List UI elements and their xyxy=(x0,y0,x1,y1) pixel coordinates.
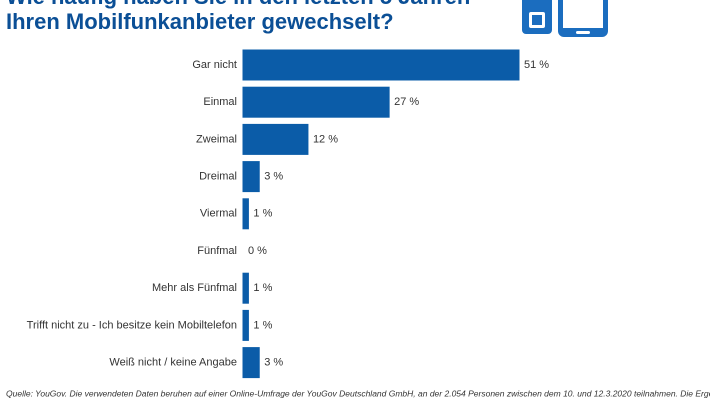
sim-icon xyxy=(522,0,552,34)
category-label: Gar nicht xyxy=(192,59,237,71)
source-note: Quelle: YouGov. Die verwendeten Daten be… xyxy=(6,388,710,398)
value-label: 3 % xyxy=(264,357,283,369)
category-label: Zweimal xyxy=(196,133,237,145)
category-label: Viermal xyxy=(200,208,237,220)
value-label: 1 % xyxy=(253,319,272,331)
bar xyxy=(242,198,249,230)
value-label: 1 % xyxy=(253,208,272,220)
category-label: Einmal xyxy=(203,96,237,108)
value-label: 51 % xyxy=(524,59,549,71)
bar xyxy=(242,123,309,155)
value-label: 1 % xyxy=(253,282,272,294)
value-label: 0 % xyxy=(248,245,267,257)
bar xyxy=(242,49,520,81)
bar xyxy=(242,272,249,304)
category-label: Mehr als Fünfmal xyxy=(152,282,237,294)
category-label: Dreimal xyxy=(199,171,237,183)
chart-title-line: Ihren Mobilfunkanbieter gewechselt? xyxy=(6,9,394,34)
category-label: Weiß nicht / keine Angabe xyxy=(109,357,237,369)
bar xyxy=(242,309,249,341)
category-label: Fünfmal xyxy=(197,245,237,257)
value-label: 27 % xyxy=(394,96,419,108)
bar xyxy=(242,347,260,379)
chart-title-line: Wie häufig haben Sie in den letzten 5 Ja… xyxy=(6,0,470,9)
bar xyxy=(242,161,260,193)
category-label: Trifft nicht zu - Ich besitze kein Mobil… xyxy=(27,319,237,331)
value-label: 12 % xyxy=(313,133,338,145)
phone-icon xyxy=(558,0,608,37)
value-label: 3 % xyxy=(264,171,283,183)
bar xyxy=(242,86,390,118)
